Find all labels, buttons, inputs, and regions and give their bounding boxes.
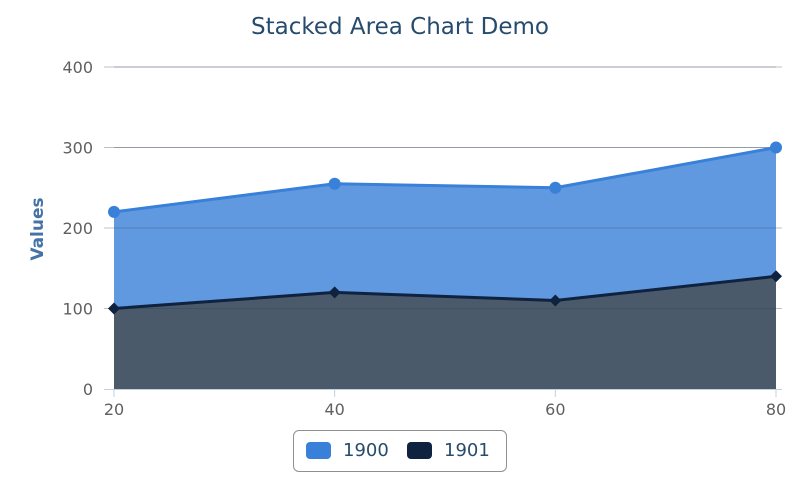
- legend-swatch-1900: [306, 442, 331, 459]
- x-tick-label-80: 80: [766, 400, 786, 419]
- point-1900-20: [108, 205, 120, 218]
- area-series-1901: [114, 276, 776, 389]
- point-1900-60: [549, 181, 562, 194]
- legend-item-1900[interactable]: 1900: [306, 440, 391, 462]
- point-1901-60: [549, 294, 562, 307]
- y-tick-label-100: 100: [62, 300, 93, 319]
- x-tick-label-60: 60: [545, 400, 565, 419]
- point-1901-80: [770, 270, 782, 283]
- y-tick-label-0: 0: [83, 380, 93, 399]
- chart-legend: 1900 1901: [293, 430, 507, 472]
- x-tick-label-20: 20: [104, 400, 124, 419]
- data-markers: [108, 141, 782, 315]
- y-tick-label-300: 300: [62, 139, 93, 158]
- y-tick-label-200: 200: [62, 219, 93, 238]
- x-tick-label-40: 40: [324, 400, 344, 419]
- area-series-1900: [114, 147, 776, 309]
- point-1901-20: [108, 302, 120, 315]
- point-1900-80: [770, 141, 782, 154]
- series-lines: [113, 146, 777, 310]
- y-axis-title: Values: [28, 197, 48, 260]
- area-series: [114, 147, 776, 389]
- y-tick-label-400: 400: [62, 58, 93, 77]
- legend-label-1901: 1901: [444, 440, 490, 461]
- legend-label-1900: 1900: [343, 440, 389, 461]
- axes: 0 100 200 300 400 20 40 60 80: [62, 58, 786, 419]
- legend-item-1901[interactable]: 1901: [407, 440, 497, 462]
- chart-title: Stacked Area Chart Demo: [250, 14, 549, 40]
- line-series-1901: [113, 274, 777, 310]
- point-1901-40: [328, 286, 341, 299]
- line-series-1900: [113, 146, 777, 214]
- legend-swatch-1901: [407, 442, 432, 459]
- point-1900-40: [328, 177, 341, 190]
